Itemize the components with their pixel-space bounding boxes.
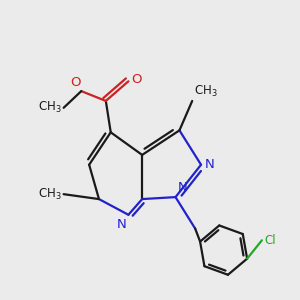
Text: O: O: [131, 73, 141, 86]
Text: N: N: [117, 218, 127, 231]
Text: N: N: [205, 158, 214, 171]
Text: N: N: [178, 181, 188, 194]
Text: Cl: Cl: [265, 234, 277, 247]
Text: CH$_3$: CH$_3$: [38, 187, 61, 202]
Text: O: O: [70, 76, 80, 89]
Text: CH$_3$: CH$_3$: [38, 100, 61, 115]
Text: CH$_3$: CH$_3$: [194, 83, 218, 99]
